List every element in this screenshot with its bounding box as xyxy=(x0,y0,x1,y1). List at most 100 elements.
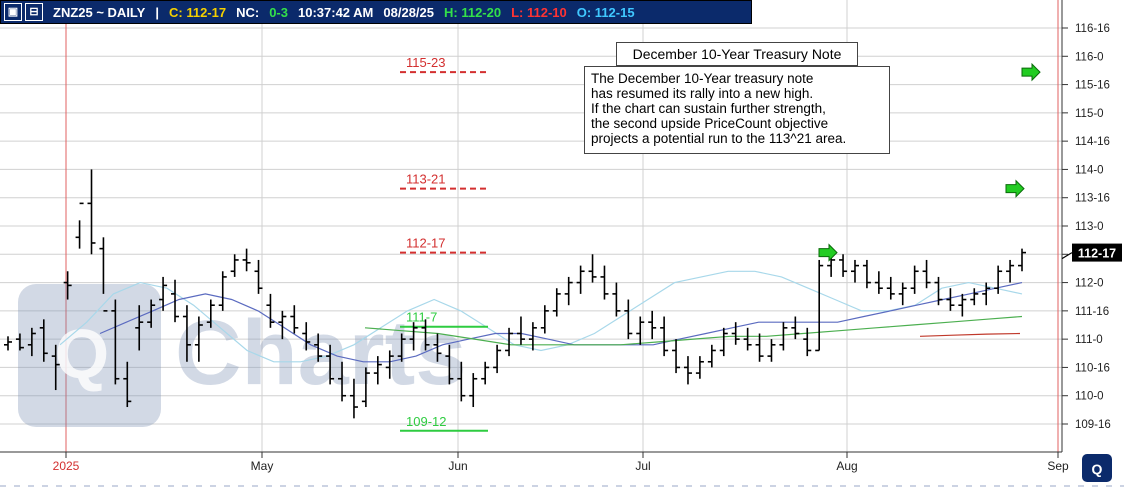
qt-logo-watermark-icon xyxy=(18,284,161,427)
ohlc-bar xyxy=(994,265,1003,294)
ohlc-bar xyxy=(302,322,311,351)
x-tick-label: Jul xyxy=(635,459,650,473)
ohlc-bar xyxy=(910,265,919,294)
corner-logo: Q xyxy=(1082,454,1112,482)
ohlc-bar xyxy=(135,305,144,351)
annotation-line: the second upside PriceCount objective xyxy=(591,116,829,131)
qt-logo-glyph: Q xyxy=(1092,461,1103,477)
ohlc-bar xyxy=(433,333,442,362)
ohlc-bar xyxy=(445,344,454,385)
y-tick-label: 113-16 xyxy=(1075,193,1110,205)
ohlc-bar xyxy=(815,259,824,352)
open-value: O: 112-15 xyxy=(576,4,635,20)
ohlc-bar xyxy=(206,299,215,328)
ohlc-bar xyxy=(862,259,871,289)
ohlc-bar xyxy=(1006,259,1015,283)
time-value: 10:37:42 AM xyxy=(298,4,374,20)
ohlc-bar xyxy=(731,322,740,345)
ohlc-bar xyxy=(791,316,800,340)
objective-label: 111-7 xyxy=(406,310,437,325)
ohlc-bar xyxy=(1018,248,1026,272)
ohlc-bar xyxy=(338,361,347,402)
y-tick-label: 116-0 xyxy=(1075,51,1104,63)
ohlc-bar xyxy=(51,344,60,391)
ohlc-bar xyxy=(850,259,859,283)
green-arrow-icon xyxy=(1005,179,1025,198)
moving-average-line xyxy=(99,282,1023,363)
ohlc-bar xyxy=(242,248,251,272)
ohlc-bar xyxy=(493,344,502,374)
ohlc-bar xyxy=(946,288,955,311)
ohlc-bar xyxy=(528,322,537,351)
ohlc-bar xyxy=(505,327,514,357)
quote-header: ▣ ⊟ ZNZ25 ~ DAILY | C: 112-17 NC: 0-3 10… xyxy=(0,0,752,24)
ohlc-bar xyxy=(147,299,156,328)
ohlc-bar xyxy=(612,282,621,317)
ohlc-bar xyxy=(934,276,943,306)
ohlc-bar xyxy=(970,288,979,306)
ohlc-bar xyxy=(660,316,669,357)
ohlc-bar xyxy=(469,373,478,408)
annotation-line: The December 10-Year treasury note xyxy=(591,71,814,86)
ohlc-bar xyxy=(409,322,418,351)
ohlc-bar xyxy=(290,305,299,334)
ohlc-bar xyxy=(624,299,633,340)
ohlc-bar xyxy=(898,282,907,306)
expand-icon[interactable]: ▣ xyxy=(4,3,22,21)
ohlc-bar xyxy=(326,344,335,385)
ohlc-bar xyxy=(958,293,967,317)
x-tick-label: 2025 xyxy=(53,459,80,473)
ohlc-bar xyxy=(755,333,764,362)
x-tick-label: May xyxy=(251,459,274,473)
y-tick-label: 116-16 xyxy=(1075,23,1110,35)
ohlc-bar xyxy=(636,316,645,345)
objective-label: 112-17 xyxy=(406,236,446,251)
ohlc-bar xyxy=(63,271,72,300)
y-tick-label: 110-0 xyxy=(1075,391,1104,403)
annotation-note: The December 10-Year treasury note has r… xyxy=(584,66,890,154)
x-tick-label: Sep xyxy=(1047,459,1069,473)
last-price-label: 112-17 xyxy=(1078,247,1116,261)
ohlc-bar xyxy=(111,299,120,385)
ohlc-bar xyxy=(779,322,788,351)
ohlc-bar xyxy=(254,259,263,294)
ohlc-bar xyxy=(922,259,931,289)
green-arrow-icon xyxy=(1021,62,1041,82)
ohlc-bar xyxy=(516,316,525,345)
moving-average-line xyxy=(919,332,1021,337)
ohlc-bar xyxy=(552,288,561,317)
ohlc-bar xyxy=(886,276,895,300)
ohlc-bar xyxy=(361,367,370,408)
y-tick-label: 115-16 xyxy=(1075,80,1110,92)
header-separator: | xyxy=(155,4,159,20)
annotation-line: projects a potential run to the 113^21 a… xyxy=(591,131,847,146)
moving-average-line xyxy=(59,270,1023,363)
net-change-value: 0-3 xyxy=(269,4,288,20)
y-tick-label: 111-0 xyxy=(1075,334,1103,346)
ohlc-bar xyxy=(588,254,597,283)
y-tick-label: 113-0 xyxy=(1075,221,1104,233)
low-value: L: 112-10 xyxy=(511,4,567,20)
ohlc-bar xyxy=(397,333,406,362)
watermark: Q Charts xyxy=(18,284,466,427)
ohlc-bar xyxy=(39,319,48,362)
ohlc-bar xyxy=(4,336,12,351)
date-value: 08/28/25 xyxy=(383,4,434,20)
qt-logo-icon xyxy=(1082,454,1112,482)
ohlc-bar xyxy=(803,327,812,357)
ohlc-bar xyxy=(218,271,227,311)
y-tick-label: 115-0 xyxy=(1075,108,1104,120)
ohlc-bar xyxy=(600,265,609,300)
ohlc-bar xyxy=(839,254,848,277)
ohlc-bar xyxy=(743,327,752,351)
x-tick-label: Aug xyxy=(836,459,857,473)
y-tick-label: 109-16 xyxy=(1075,419,1111,431)
ohlc-bar xyxy=(230,254,239,277)
minimize-icon[interactable]: ⊟ xyxy=(25,3,43,21)
ohlc-bar xyxy=(159,276,168,311)
annotation-line: has resumed its rally into a new high. xyxy=(591,86,814,101)
grid xyxy=(0,0,1062,452)
ohlc-bar xyxy=(314,333,323,362)
ohlc-bar xyxy=(349,378,358,419)
